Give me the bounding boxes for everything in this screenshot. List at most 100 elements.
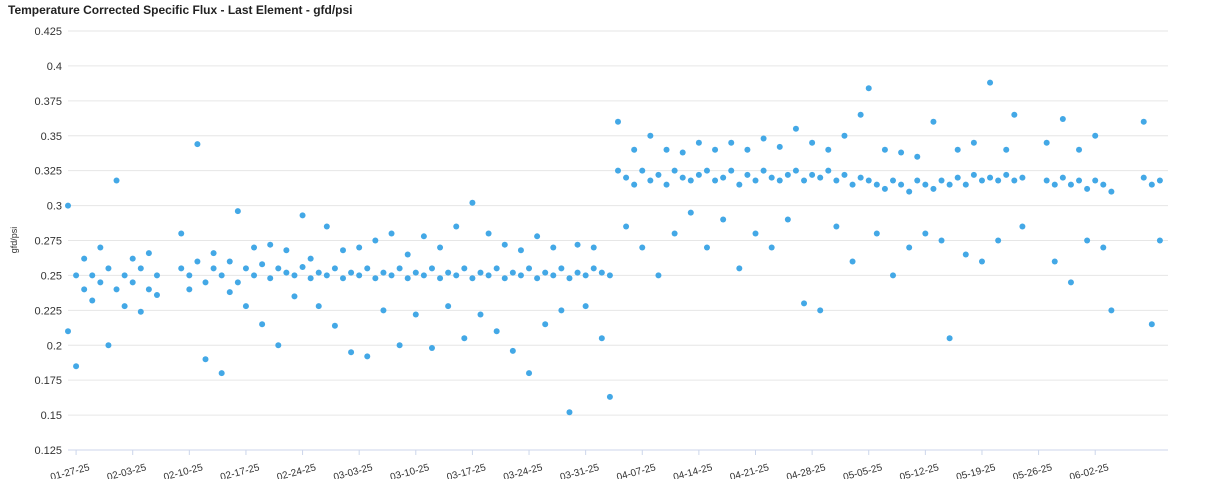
y-tick-label: 0.3	[47, 201, 62, 213]
data-point	[526, 370, 533, 377]
data-point	[1156, 237, 1163, 244]
data-point	[817, 307, 824, 314]
data-point	[218, 272, 225, 279]
data-point	[194, 258, 201, 265]
data-point	[631, 146, 638, 153]
data-point	[291, 272, 298, 279]
data-point	[776, 177, 783, 184]
data-point	[283, 269, 290, 276]
data-point	[639, 167, 646, 174]
data-point	[307, 275, 314, 282]
data-point	[1043, 139, 1050, 146]
data-point	[946, 335, 953, 342]
data-point	[1100, 244, 1107, 251]
x-tick-label: 02-03-25	[106, 462, 148, 479]
data-point	[890, 177, 896, 184]
data-point	[202, 279, 209, 286]
data-point	[1011, 177, 1018, 184]
data-point	[396, 342, 403, 349]
data-point	[259, 261, 266, 268]
data-point	[477, 311, 484, 318]
data-point	[356, 244, 363, 251]
data-point	[752, 230, 759, 237]
data-point	[1067, 279, 1074, 286]
data-point	[1108, 307, 1115, 314]
x-tick-label: 06-02-25	[1068, 462, 1110, 479]
data-point	[1148, 181, 1155, 188]
data-point	[930, 185, 937, 192]
data-point	[73, 363, 80, 370]
data-point	[857, 111, 864, 118]
data-point	[251, 244, 258, 251]
data-point	[1092, 132, 1099, 139]
data-point	[809, 139, 816, 146]
data-point	[323, 272, 330, 279]
data-point	[202, 356, 209, 363]
data-point	[962, 251, 969, 258]
data-point	[315, 269, 322, 276]
data-point	[145, 286, 152, 293]
y-tick-label: 0.175	[34, 375, 62, 387]
data-point	[226, 289, 233, 296]
x-tick-label: 04-14-25	[672, 462, 714, 479]
data-point	[1043, 177, 1050, 184]
data-point	[987, 174, 994, 181]
data-point	[1084, 237, 1091, 244]
data-point	[404, 275, 411, 282]
data-point	[792, 167, 799, 174]
data-point	[849, 258, 856, 265]
data-point	[792, 125, 799, 132]
data-point	[1059, 174, 1066, 181]
data-point	[978, 177, 985, 184]
data-point	[550, 272, 557, 279]
data-point	[105, 342, 112, 349]
data-point	[881, 185, 888, 192]
data-point	[501, 275, 508, 282]
data-point	[987, 79, 994, 86]
data-point	[687, 209, 694, 216]
data-point	[574, 241, 581, 248]
data-point	[712, 146, 719, 153]
data-point	[582, 272, 589, 279]
data-point	[566, 275, 573, 282]
data-point	[517, 272, 524, 279]
data-point	[428, 265, 435, 272]
data-point	[299, 264, 306, 271]
data-point	[137, 308, 144, 315]
data-point	[113, 286, 120, 293]
data-point	[509, 269, 516, 276]
data-point	[736, 181, 743, 188]
data-point	[695, 139, 702, 146]
data-point	[1019, 223, 1026, 230]
data-point	[906, 188, 913, 195]
data-point	[121, 272, 128, 279]
data-point	[97, 244, 104, 251]
data-point	[194, 141, 201, 148]
data-point	[534, 275, 541, 282]
data-point	[615, 118, 621, 125]
data-point	[679, 149, 686, 156]
data-point	[97, 279, 104, 286]
data-point	[534, 233, 541, 240]
data-point	[517, 247, 524, 254]
data-point	[65, 328, 71, 335]
data-point	[881, 146, 888, 153]
data-point	[1156, 177, 1163, 184]
data-point	[744, 171, 751, 178]
data-point	[234, 279, 241, 286]
x-tick-label: 05-19-25	[955, 462, 997, 479]
x-tick-label: 04-07-25	[616, 462, 658, 479]
data-point	[445, 303, 452, 310]
data-point	[623, 174, 630, 181]
data-point	[784, 171, 791, 178]
y-tick-label: 0.25	[41, 270, 62, 282]
data-point	[550, 244, 557, 251]
x-tick-label: 03-03-25	[332, 462, 374, 479]
data-point	[752, 177, 759, 184]
data-point	[946, 181, 953, 188]
data-point	[873, 181, 880, 188]
data-point	[914, 153, 921, 160]
data-point	[574, 269, 581, 276]
y-tick-label: 0.225	[34, 305, 62, 317]
data-point	[606, 272, 613, 279]
